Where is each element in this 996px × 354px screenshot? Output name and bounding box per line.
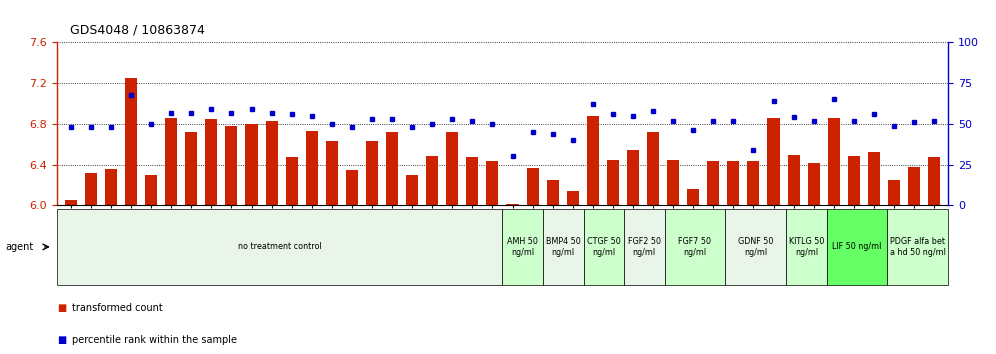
Bar: [125, 78, 137, 205]
Bar: [587, 116, 599, 205]
Text: transformed count: transformed count: [72, 303, 162, 313]
Bar: [507, 204, 519, 205]
Bar: [245, 124, 258, 205]
Text: GDS4048 / 10863874: GDS4048 / 10863874: [70, 23, 204, 36]
Text: ■: ■: [57, 335, 66, 345]
Bar: [426, 156, 438, 205]
Text: CTGF 50
ng/ml: CTGF 50 ng/ml: [587, 237, 621, 257]
Bar: [768, 118, 780, 205]
Bar: [626, 150, 639, 205]
Bar: [788, 155, 800, 205]
Bar: [85, 173, 97, 205]
Bar: [486, 160, 498, 205]
Bar: [366, 141, 378, 205]
Bar: [567, 191, 579, 205]
Text: GDNF 50
ng/ml: GDNF 50 ng/ml: [738, 237, 774, 257]
Bar: [65, 200, 77, 205]
Bar: [848, 156, 860, 205]
Bar: [446, 132, 458, 205]
Bar: [828, 118, 840, 205]
Bar: [727, 160, 739, 205]
Text: FGF7 50
ng/ml: FGF7 50 ng/ml: [678, 237, 711, 257]
Text: no treatment control: no treatment control: [238, 242, 322, 251]
Bar: [286, 158, 298, 205]
Bar: [747, 160, 760, 205]
Bar: [326, 141, 338, 205]
Bar: [888, 180, 900, 205]
Bar: [346, 170, 358, 205]
Bar: [225, 126, 237, 205]
Bar: [105, 169, 117, 205]
Bar: [647, 132, 659, 205]
Bar: [928, 158, 940, 205]
Bar: [527, 168, 539, 205]
Bar: [185, 132, 197, 205]
Bar: [868, 153, 879, 205]
Text: LIF 50 ng/ml: LIF 50 ng/ml: [833, 242, 881, 251]
Bar: [687, 189, 699, 205]
Bar: [707, 160, 719, 205]
Bar: [205, 119, 217, 205]
Text: BMP4 50
ng/ml: BMP4 50 ng/ml: [546, 237, 581, 257]
Bar: [145, 175, 157, 205]
Text: percentile rank within the sample: percentile rank within the sample: [72, 335, 237, 345]
Text: KITLG 50
ng/ml: KITLG 50 ng/ml: [789, 237, 824, 257]
Text: PDGF alfa bet
a hd 50 ng/ml: PDGF alfa bet a hd 50 ng/ml: [889, 237, 946, 257]
Text: ■: ■: [57, 303, 66, 313]
Bar: [908, 167, 920, 205]
Text: FGF2 50
ng/ml: FGF2 50 ng/ml: [627, 237, 660, 257]
Bar: [306, 131, 318, 205]
Text: agent: agent: [5, 242, 33, 252]
Bar: [165, 118, 177, 205]
Text: AMH 50
ng/ml: AMH 50 ng/ml: [507, 237, 538, 257]
Bar: [266, 121, 278, 205]
Bar: [386, 132, 398, 205]
Bar: [808, 162, 820, 205]
Bar: [466, 158, 478, 205]
Bar: [667, 160, 679, 205]
Bar: [547, 180, 559, 205]
Bar: [607, 160, 619, 205]
Bar: [406, 175, 418, 205]
